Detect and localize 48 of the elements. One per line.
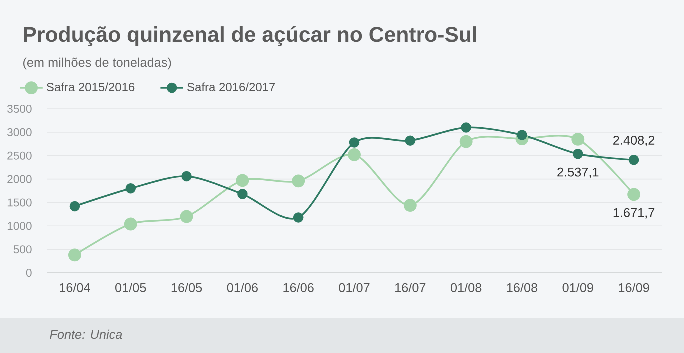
point <box>349 138 360 148</box>
point <box>68 248 82 262</box>
point <box>461 122 472 133</box>
point <box>405 136 416 146</box>
y-tick-label: 2500 <box>8 152 32 160</box>
point <box>628 188 641 202</box>
point <box>292 174 306 188</box>
point <box>573 148 584 160</box>
point <box>572 132 585 146</box>
point <box>460 135 473 148</box>
y-tick-label: 0 <box>26 269 32 278</box>
y-tick-label: 3500 <box>8 105 32 114</box>
point <box>404 199 417 212</box>
y-tick-label: 2000 <box>8 175 32 184</box>
data-label: 1.671,7 <box>614 208 655 219</box>
y-tick-label: 500 <box>14 246 32 254</box>
point <box>126 184 136 194</box>
data-label: 2.537,1 <box>558 168 599 178</box>
source-note: Fonte: Unica <box>50 330 122 340</box>
chart-subtitle: (em milhões de toneladas) <box>24 58 172 70</box>
x-tick-label: 01/07 <box>339 283 370 292</box>
point <box>348 148 361 162</box>
chart-title: Produção quinzenal de açúcar no Centro-Sul <box>24 26 476 46</box>
x-tick-label: 16/04 <box>60 283 90 292</box>
x-tick-label: 01/08 <box>450 283 482 292</box>
legend-label: Safra 2015/2016 <box>46 82 135 92</box>
x-tick-label: 16/08 <box>507 283 538 292</box>
point <box>236 174 250 188</box>
y-tick-label: 1500 <box>8 198 32 207</box>
point <box>517 130 528 140</box>
x-tick-label: 16/09 <box>619 283 650 292</box>
point <box>180 210 194 224</box>
legend-label: Safra 2016/2017 <box>188 82 276 92</box>
point <box>124 218 138 231</box>
point <box>70 201 80 212</box>
x-tick-label: 01/06 <box>227 283 258 292</box>
data-label: 2.408,2 <box>614 136 655 146</box>
point <box>293 212 304 223</box>
x-tick-label: 01/05 <box>116 283 146 292</box>
point <box>628 155 640 166</box>
point <box>182 171 192 182</box>
x-tick-label: 16/06 <box>284 283 314 292</box>
y-tick-label: 1000 <box>8 222 32 230</box>
y-tick-label: 3000 <box>8 128 32 136</box>
point <box>238 189 248 200</box>
x-tick-label: 16/05 <box>172 283 202 292</box>
x-tick-label: 16/07 <box>396 283 426 292</box>
x-tick-label: 01/09 <box>562 283 594 292</box>
